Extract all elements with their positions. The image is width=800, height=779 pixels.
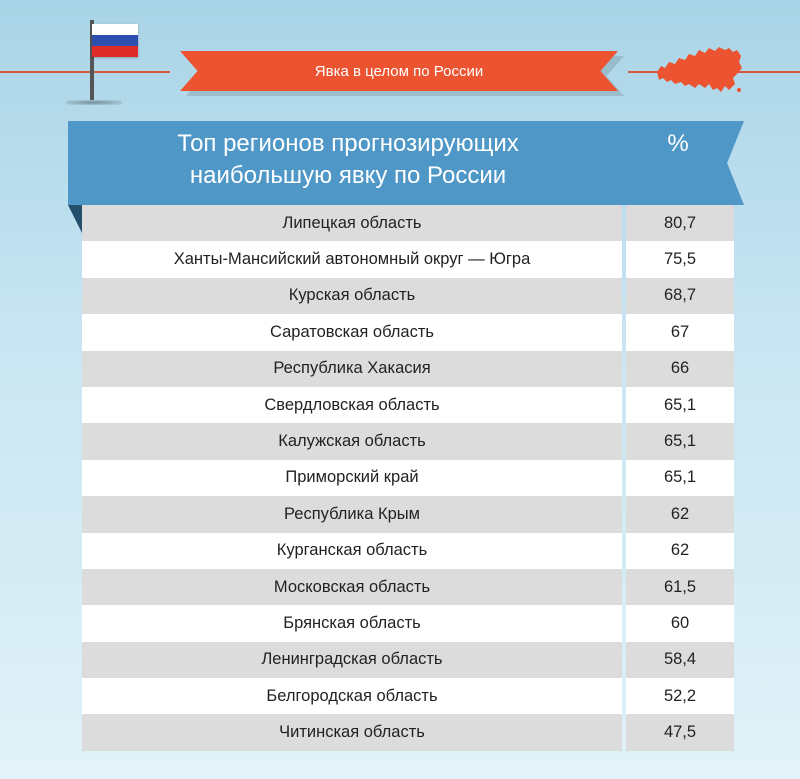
region-cell: Ленинградская область [82, 641, 622, 679]
region-cell: Московская область [82, 568, 622, 606]
turnout-value-cell: 58,4 [626, 641, 734, 679]
region-cell: Читинская область [82, 714, 622, 751]
turnout-table: Липецкая область 80,7 Ханты-Мансийский а… [82, 205, 734, 751]
region-cell: Республика Хакасия [82, 350, 622, 387]
table-row: Свердловская область 65,1 [82, 386, 734, 424]
table-row: Республика Крым 62 [82, 496, 734, 533]
turnout-value-cell: 65,1 [626, 459, 734, 497]
region-cell: Приморский край [82, 459, 622, 497]
region-cell: Курская область [82, 277, 622, 315]
table-row: Белгородская область 52,2 [82, 678, 734, 715]
table-row: Приморский край 65,1 [82, 459, 734, 497]
percent-column-header: % [667, 130, 689, 157]
region-cell: Курганская область [82, 532, 622, 569]
turnout-value-cell: 52,2 [626, 678, 734, 715]
decorative-line-left [0, 71, 170, 73]
table-row: Московская область 61,5 [82, 568, 734, 606]
turnout-value-cell: 67 [626, 314, 734, 351]
ribbon-text: Явка в целом по России [314, 62, 484, 80]
region-cell: Белгородская область [82, 678, 622, 715]
table-row: Курганская область 62 [82, 532, 734, 569]
flag-cloth [92, 24, 138, 57]
turnout-value-cell: 47,5 [626, 714, 734, 751]
turnout-value-cell: 60 [626, 605, 734, 642]
turnout-value-cell: 62 [626, 532, 734, 569]
turnout-value-cell: 61,5 [626, 568, 734, 606]
turnout-value-cell: 66 [626, 350, 734, 387]
region-cell: Свердловская область [82, 386, 622, 424]
table-title-line1: Топ регионов прогнозирующих [177, 130, 519, 157]
region-cell: Саратовская область [82, 314, 622, 351]
region-cell: Брянская область [82, 605, 622, 642]
table-row: Курская область 68,7 [82, 277, 734, 315]
table-row: Республика Хакасия 66 [82, 350, 734, 387]
turnout-value-cell: 62 [626, 496, 734, 533]
flag-pole [90, 20, 94, 100]
table-row: Читинская область 47,5 [82, 714, 734, 751]
russia-map-icon [657, 47, 742, 92]
banner-fold [68, 205, 82, 233]
table-row: Ленинградская область 58,4 [82, 641, 734, 679]
turnout-value-cell: 68,7 [626, 277, 734, 315]
flag-base-shadow [66, 100, 122, 105]
table-title: Топ регионов прогнозирующих наибольшую я… [68, 128, 628, 192]
table-header-banner [68, 121, 744, 205]
table-row: Липецкая область 80,7 [82, 205, 734, 242]
turnout-value-cell: 65,1 [626, 423, 734, 460]
region-cell: Ханты-Мансийский автономный округ — Югра [82, 241, 622, 278]
russian-flag-icon [66, 20, 146, 105]
table-row: Ханты-Мансийский автономный округ — Югра… [82, 241, 734, 278]
turnout-ribbon: Явка в целом по России [180, 51, 618, 91]
table-row: Брянская область 60 [82, 605, 734, 642]
table-title-line2: наибольшую явку по России [189, 162, 507, 189]
turnout-value-cell: 65,1 [626, 386, 734, 424]
region-cell: Республика Крым [82, 496, 622, 533]
turnout-value-cell: 75,5 [626, 241, 734, 278]
table-row: Калужская область 65,1 [82, 423, 734, 460]
region-cell: Калужская область [82, 423, 622, 460]
turnout-value-cell: 80,7 [626, 205, 734, 242]
table-row: Саратовская область 67 [82, 314, 734, 351]
region-cell: Липецкая область [82, 205, 622, 242]
